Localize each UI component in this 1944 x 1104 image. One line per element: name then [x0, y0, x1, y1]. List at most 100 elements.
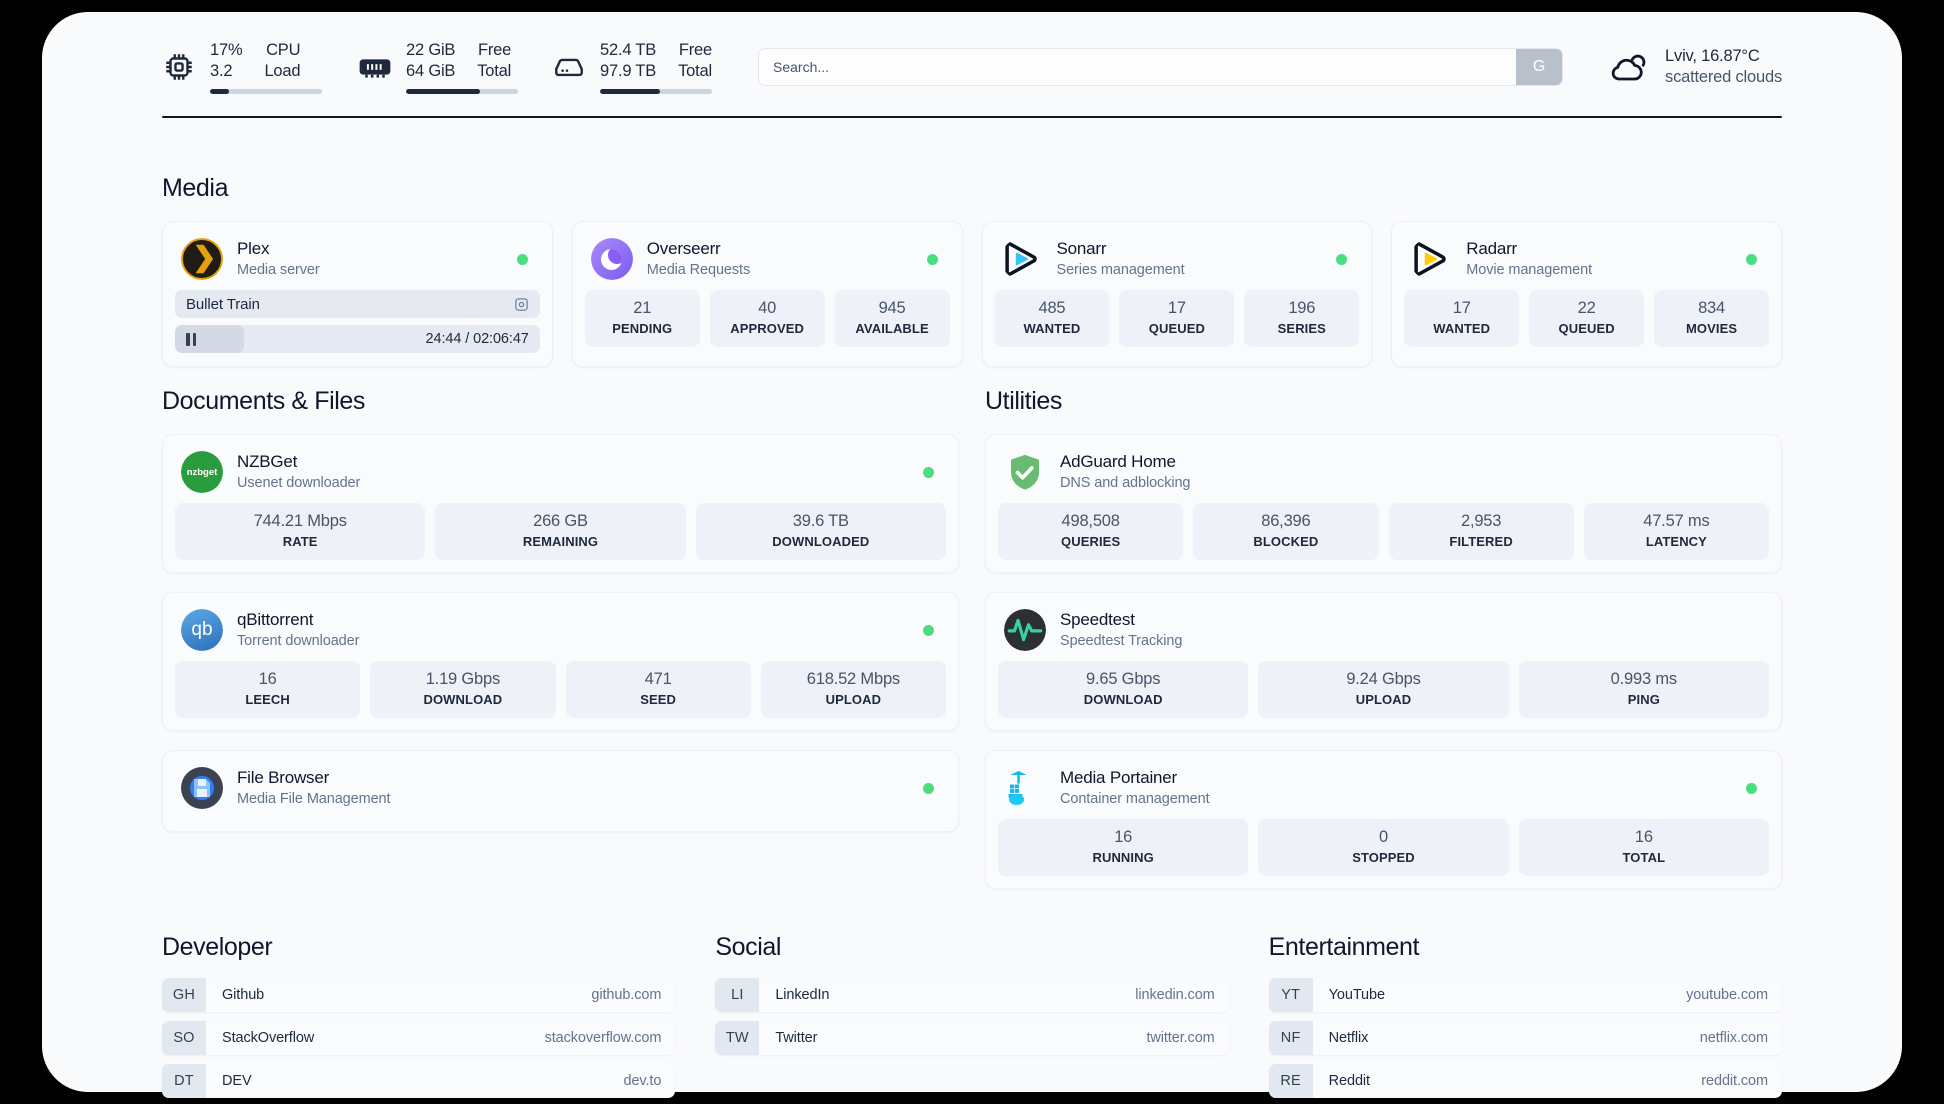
bookmark-item[interactable]: TW Twitter twitter.com [715, 1021, 1229, 1055]
stat-label: UPLOAD [1355, 692, 1412, 707]
stat-tile[interactable]: 834 MOVIES [1654, 290, 1770, 347]
stat-label: QUERIES [1061, 534, 1121, 549]
stat-tile[interactable]: 47.57 ms LATENCY [1583, 503, 1769, 560]
dashboard-page: 17% 3.2 CPU Load [42, 12, 1902, 1098]
stat-label: WANTED [1023, 321, 1081, 336]
stat-tile[interactable]: 196 SERIES [1244, 290, 1360, 347]
card-header: nzbget NZBGet Usenet downloader [175, 446, 946, 503]
now-playing-title-bar: Bullet Train [175, 290, 540, 318]
stat-tile[interactable]: 471 SEED [565, 661, 751, 718]
stat-tile[interactable]: 485 WANTED [994, 290, 1110, 347]
service-card-nzbget[interactable]: nzbget NZBGet Usenet downloader 744.21 M… [162, 434, 959, 573]
bookmark-url: youtube.com [1686, 987, 1768, 1003]
bookmark-item[interactable]: LI LinkedIn linkedin.com [715, 978, 1229, 1012]
stat-tile[interactable]: 9.24 Gbps UPLOAD [1258, 661, 1509, 718]
stat-value: 498,508 [1061, 512, 1120, 530]
stat-tile[interactable]: 86,396 BLOCKED [1193, 503, 1379, 560]
stat-tile[interactable]: 1.19 Gbps DOWNLOAD [370, 661, 556, 718]
service-card-media-portainer[interactable]: Media Portainer Container management 16 … [985, 750, 1782, 889]
stat-label: WANTED [1433, 321, 1491, 336]
stat-tile[interactable]: 22 QUEUED [1529, 290, 1645, 347]
card-header: Overseerr Media Requests [585, 233, 950, 290]
stat-tile[interactable]: 16 LEECH [175, 661, 361, 718]
card-header: Radarr Movie management [1404, 233, 1769, 290]
stat-label: QUEUED [1558, 321, 1615, 336]
playback-progress-bar[interactable]: 24:44 / 02:06:47 [175, 325, 540, 353]
bookmark-url: netflix.com [1699, 1030, 1768, 1046]
header-bar: 17% 3.2 CPU Load [42, 12, 1902, 94]
stat-tile[interactable]: 40 APPROVED [709, 290, 825, 347]
service-card-radarr[interactable]: Radarr Movie management 17 WANTED 22 QUE… [1391, 221, 1782, 367]
status-dot [926, 253, 938, 265]
stat-value: 471 [644, 670, 672, 688]
stat-label: APPROVED [730, 321, 805, 336]
bookmark-list: GH Github github.com SO StackOverflow st… [162, 978, 676, 1098]
service-card-file-browser[interactable]: File Browser Media File Management [162, 750, 959, 832]
stat-tile[interactable]: 0.993 ms PING [1518, 661, 1769, 718]
bookmark-item[interactable]: YT YouTube youtube.com [1268, 978, 1782, 1012]
status-dot [923, 782, 934, 794]
stat-tile[interactable]: 17 QUEUED [1119, 290, 1235, 347]
service-description: Container management [1060, 791, 1210, 807]
bookmark-item[interactable]: RE Reddit reddit.com [1268, 1064, 1782, 1098]
stat-tile[interactable]: 618.52 Mbps UPLOAD [760, 661, 946, 718]
stat-tile[interactable]: 9.65 Gbps DOWNLOAD [998, 661, 1249, 718]
bookmark-group-entertainment: Entertainment YT YouTube youtube.com NF … [1268, 933, 1782, 1098]
cpu-usage-value: 17% [210, 41, 243, 59]
service-card-speedtest[interactable]: Speedtest Speedtest Tracking 9.65 Gbps D… [985, 592, 1782, 731]
stat-value: 16 [1114, 828, 1133, 846]
disk-total-label: Total [678, 62, 712, 80]
stat-tile[interactable]: 744.21 Mbps RATE [175, 503, 426, 560]
search-bar[interactable]: G [758, 48, 1564, 86]
stat-tile[interactable]: 2,953 FILTERED [1388, 503, 1574, 560]
bookmark-group-developer: Developer GH Github github.com SO StackO… [162, 933, 676, 1098]
stat-tile[interactable]: 945 AVAILABLE [834, 290, 950, 347]
bookmark-item[interactable]: NF Netflix netflix.com [1268, 1021, 1782, 1055]
service-name: qBittorrent [237, 610, 314, 629]
service-card-adguard-home[interactable]: AdGuard Home DNS and adblocking 498,508 … [985, 434, 1782, 573]
gear-icon[interactable] [514, 297, 529, 312]
stat-value: 618.52 Mbps [806, 670, 900, 688]
bookmark-item[interactable]: DT DEV dev.to [162, 1064, 676, 1098]
service-name: Sonarr [1056, 239, 1107, 258]
stat-tile[interactable]: 16 RUNNING [998, 819, 1249, 876]
card-header: Sonarr Series management [995, 233, 1360, 290]
stat-tile[interactable]: 17 WANTED [1404, 290, 1520, 347]
stat-row: 485 WANTED 17 QUEUED 196 SERIES [994, 290, 1360, 347]
stat-tile[interactable]: 16 TOTAL [1518, 819, 1769, 876]
stat-label: DOWNLOADED [772, 534, 870, 549]
section-title-utilities: Utilities [985, 387, 1062, 415]
ram-free-label: Free [477, 41, 512, 59]
pause-icon[interactable] [186, 332, 196, 346]
stat-label: PING [1627, 692, 1660, 707]
service-card-sonarr[interactable]: Sonarr Series management 485 WANTED 17 Q… [981, 221, 1373, 367]
ram-widget: 22 GiB 64 GiB Free Total [358, 40, 518, 94]
bookmark-item[interactable]: SO StackOverflow stackoverflow.com [162, 1021, 676, 1055]
stat-tile[interactable]: 266 GB REMAINING [435, 503, 686, 560]
playback-time: 24:44 / 02:06:47 [425, 331, 529, 347]
stat-value: 17 [1452, 299, 1471, 317]
bookmark-name: Twitter [775, 1030, 818, 1046]
search-input[interactable] [759, 49, 1517, 85]
disk-usage-bar [600, 89, 712, 94]
bookmark-badge: RE [1268, 1064, 1313, 1098]
stat-tile[interactable]: 21 PENDING [584, 290, 700, 347]
app-window: 17% 3.2 CPU Load [42, 12, 1902, 1098]
search-engine-button[interactable]: G [1516, 49, 1563, 85]
status-dot [1746, 782, 1757, 794]
stat-value: 266 GB [533, 512, 588, 530]
stat-value: 86,396 [1261, 512, 1311, 530]
overseerr-icon [590, 238, 633, 280]
stat-label: RATE [282, 534, 318, 549]
status-dot [1746, 253, 1757, 265]
adguard-icon [1004, 451, 1046, 493]
service-card-qbittorrent[interactable]: qb qBittorrent Torrent downloader 16 LEE… [162, 592, 959, 731]
bookmark-url: twitter.com [1146, 1030, 1215, 1046]
service-card-plex[interactable]: Plex Media server Bullet Train [162, 221, 553, 367]
service-card-overseerr[interactable]: Overseerr Media Requests 21 PENDING 40 A… [571, 221, 963, 367]
bookmark-group-title: Developer [162, 933, 273, 961]
bookmark-item[interactable]: GH Github github.com [162, 978, 676, 1012]
stat-tile[interactable]: 0 STOPPED [1258, 819, 1509, 876]
stat-tile[interactable]: 498,508 QUERIES [998, 503, 1184, 560]
stat-tile[interactable]: 39.6 TB DOWNLOADED [695, 503, 946, 560]
